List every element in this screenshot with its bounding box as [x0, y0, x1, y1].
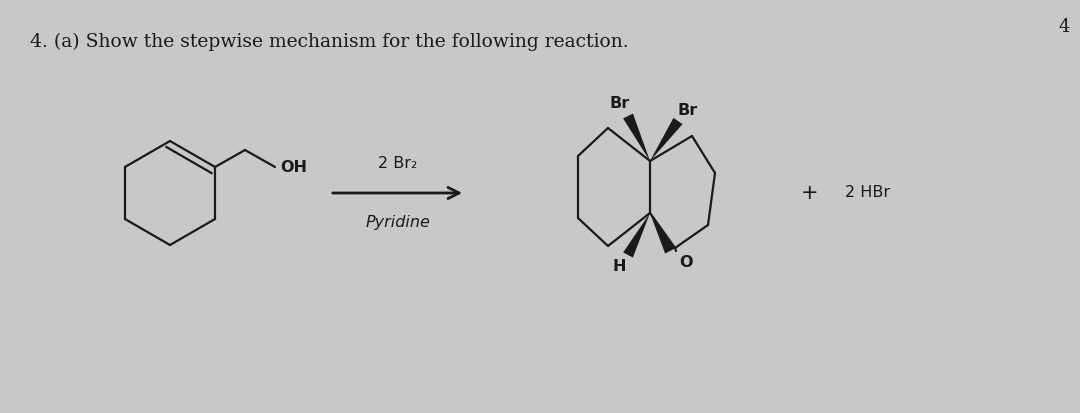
Polygon shape [650, 118, 683, 161]
Text: Br: Br [610, 96, 630, 111]
Text: H: H [612, 259, 625, 274]
Text: O: O [679, 255, 692, 270]
Text: 2 HBr: 2 HBr [845, 185, 890, 200]
Polygon shape [623, 213, 650, 258]
Text: Pyridine: Pyridine [365, 215, 430, 230]
Polygon shape [623, 114, 650, 161]
Text: 4. (a) Show the stepwise mechanism for the following reaction.: 4. (a) Show the stepwise mechanism for t… [30, 33, 629, 51]
Text: 4: 4 [1058, 18, 1070, 36]
Polygon shape [650, 213, 675, 254]
Text: Br: Br [678, 103, 698, 118]
Text: +: + [801, 183, 819, 203]
Text: OH: OH [280, 159, 307, 175]
Text: 2 Br₂: 2 Br₂ [378, 156, 417, 171]
